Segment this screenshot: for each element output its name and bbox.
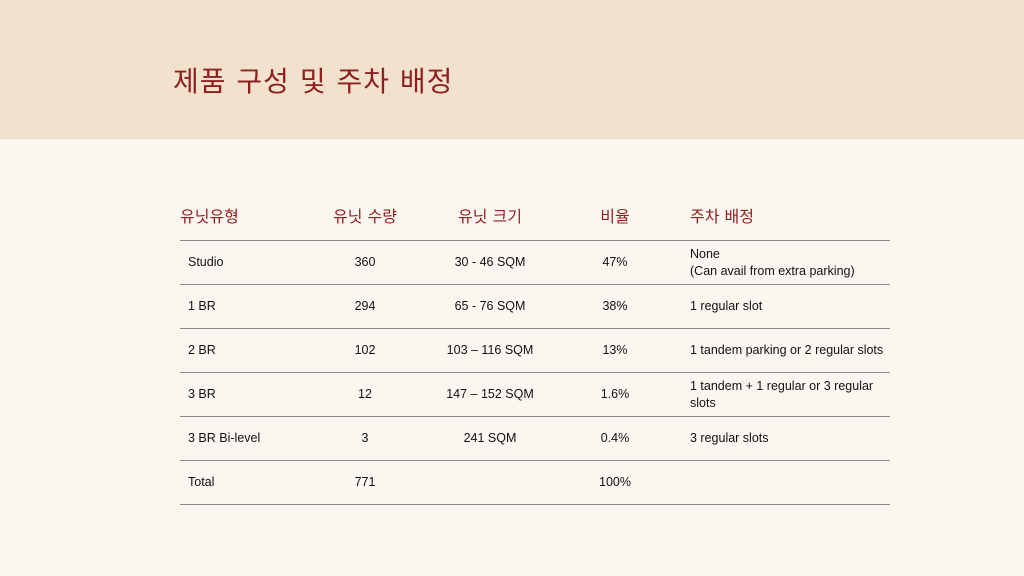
cell-parking: 1 regular slot: [680, 284, 890, 329]
header-unit-qty: 유닛 수량: [300, 190, 430, 241]
cell-unit-size: 241 SQM: [430, 416, 550, 461]
table-row: 1 BR 294 65 - 76 SQM 38% 1 regular slot: [180, 284, 890, 329]
cell-unit-qty: 771: [300, 460, 430, 505]
cell-parking: 1 tandem + 1 regular or 3 regular slots: [680, 372, 890, 417]
header-unit-type: 유닛유형: [180, 190, 300, 241]
header-band: [0, 0, 1024, 139]
cell-unit-type: 1 BR: [180, 284, 300, 329]
table-header-row: 유닛유형 유닛 수량 유닛 크기 비율 주차 배정: [180, 190, 890, 241]
cell-unit-type: 3 BR Bi-level: [180, 416, 300, 461]
cell-unit-size: 103 – 116 SQM: [430, 328, 550, 373]
unit-table: 유닛유형 유닛 수량 유닛 크기 비율 주차 배정 Studio 360 30 …: [180, 190, 890, 505]
cell-ratio: 100%: [550, 460, 680, 505]
cell-parking: [680, 460, 890, 505]
cell-unit-qty: 294: [300, 284, 430, 329]
header-unit-size: 유닛 크기: [430, 190, 550, 241]
header-parking: 주차 배정: [680, 190, 890, 241]
cell-ratio: 0.4%: [550, 416, 680, 461]
cell-unit-qty: 3: [300, 416, 430, 461]
cell-ratio: 38%: [550, 284, 680, 329]
cell-parking: 1 tandem parking or 2 regular slots: [680, 328, 890, 373]
table-row: 3 BR Bi-level 3 241 SQM 0.4% 3 regular s…: [180, 416, 890, 461]
page-title: 제품 구성 및 주차 배정: [173, 65, 454, 98]
table-row: 3 BR 12 147 – 152 SQM 1.6% 1 tandem + 1 …: [180, 372, 890, 417]
cell-unit-type: 3 BR: [180, 372, 300, 417]
cell-unit-qty: 12: [300, 372, 430, 417]
cell-ratio: 47%: [550, 240, 680, 285]
cell-parking: None (Can avail from extra parking): [680, 240, 890, 285]
cell-unit-size: [430, 460, 550, 505]
table-row: Studio 360 30 - 46 SQM 47% None (Can ava…: [180, 240, 890, 285]
cell-unit-size: 147 – 152 SQM: [430, 372, 550, 417]
cell-ratio: 13%: [550, 328, 680, 373]
cell-unit-type: Studio: [180, 240, 300, 285]
cell-unit-qty: 360: [300, 240, 430, 285]
unit-table-container: 유닛유형 유닛 수량 유닛 크기 비율 주차 배정 Studio 360 30 …: [180, 190, 890, 505]
cell-parking: 3 regular slots: [680, 416, 890, 461]
table-row-total: Total 771 100%: [180, 460, 890, 505]
cell-unit-size: 30 - 46 SQM: [430, 240, 550, 285]
cell-unit-qty: 102: [300, 328, 430, 373]
table-row: 2 BR 102 103 – 116 SQM 13% 1 tandem park…: [180, 328, 890, 373]
header-ratio: 비율: [550, 190, 680, 241]
cell-ratio: 1.6%: [550, 372, 680, 417]
parking-line: None (Can avail from extra parking): [690, 246, 855, 278]
cell-unit-size: 65 - 76 SQM: [430, 284, 550, 329]
cell-unit-type: Total: [180, 460, 300, 505]
cell-unit-type: 2 BR: [180, 328, 300, 373]
